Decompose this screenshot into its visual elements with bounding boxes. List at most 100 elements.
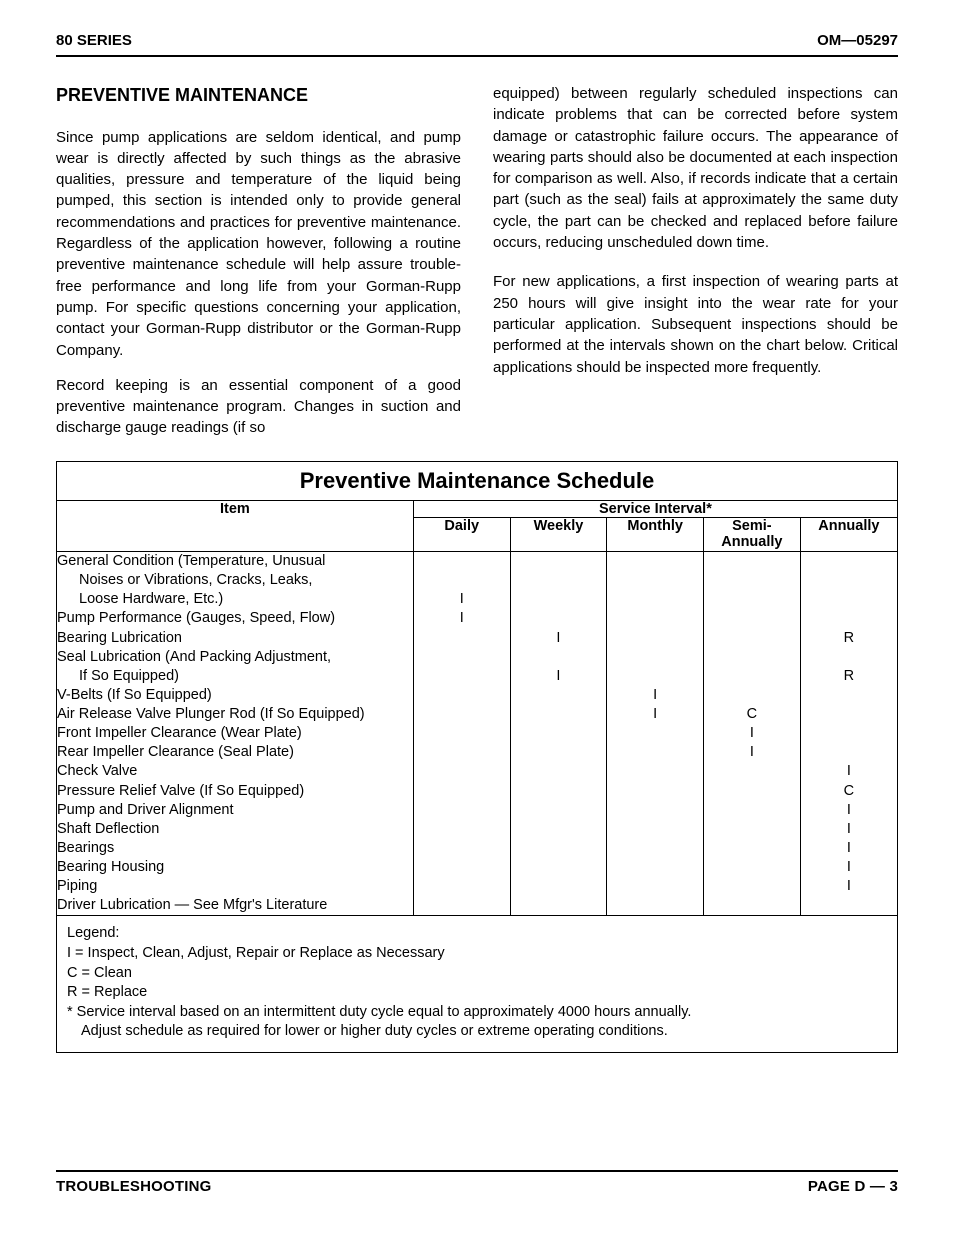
schedule-mark	[704, 896, 800, 915]
schedule-mark	[414, 724, 510, 743]
schedule-mark: I	[801, 762, 897, 781]
schedule-mark	[704, 839, 800, 858]
schedule-mark	[704, 590, 800, 609]
schedule-mark	[607, 590, 703, 609]
schedule-mark	[414, 686, 510, 705]
schedule-mark	[607, 801, 703, 820]
schedule-mark	[704, 782, 800, 801]
schedule-mark	[704, 858, 800, 877]
footer-left: TROUBLESHOOTING	[56, 1178, 212, 1195]
schedule-mark	[704, 667, 800, 686]
schedule-item-line: Pressure Relief Valve (If So Equipped)	[57, 782, 413, 801]
schedule-mark	[511, 609, 607, 628]
schedule-mark	[414, 667, 510, 686]
schedule-mark	[607, 743, 703, 762]
schedule-mark	[511, 801, 607, 820]
schedule-mark: I	[801, 877, 897, 896]
schedule-item-line: Driver Lubrication — See Mfgr's Literatu…	[57, 896, 413, 915]
schedule-mark	[511, 839, 607, 858]
schedule-item-line: Shaft Deflection	[57, 820, 413, 839]
schedule-mark: I	[704, 724, 800, 743]
schedule-mark	[511, 877, 607, 896]
schedule-mark: I	[511, 629, 607, 648]
schedule-mark	[704, 629, 800, 648]
paragraph-2a: Record keeping is an essential component…	[56, 375, 461, 439]
th-interval: Daily	[413, 517, 510, 551]
schedule-mark	[414, 801, 510, 820]
schedule-table: Item Service Interval* DailyWeeklyMonthl…	[57, 501, 897, 917]
schedule-mark	[704, 552, 800, 571]
schedule-mark	[607, 552, 703, 571]
schedule-item-line: Check Valve	[57, 762, 413, 781]
th-item: Item	[57, 501, 413, 552]
schedule-mark	[801, 896, 897, 915]
schedule-mark	[414, 743, 510, 762]
schedule-mark	[801, 686, 897, 705]
schedule-mark	[414, 762, 510, 781]
paragraph-2b: equipped) between regularly scheduled in…	[493, 83, 898, 253]
schedule-mark	[704, 877, 800, 896]
legend-note-2: Adjust schedule as required for lower or…	[67, 1022, 887, 1042]
schedule-mark	[511, 571, 607, 590]
schedule-mark	[607, 648, 703, 667]
col-weekly: I I	[510, 552, 607, 916]
schedule-item-line: Bearing Lubrication	[57, 629, 413, 648]
schedule-mark	[607, 858, 703, 877]
schedule-mark	[511, 782, 607, 801]
schedule-mark	[511, 705, 607, 724]
schedule-mark: I	[607, 705, 703, 724]
schedule-mark	[801, 724, 897, 743]
schedule-mark: C	[704, 705, 800, 724]
schedule-mark: R	[801, 667, 897, 686]
schedule-mark	[511, 896, 607, 915]
schedule-mark	[511, 552, 607, 571]
schedule-mark	[607, 629, 703, 648]
legend-i: I = Inspect, Clean, Adjust, Repair or Re…	[67, 944, 887, 964]
schedule-mark	[801, 590, 897, 609]
schedule-box: Preventive Maintenance Schedule Item Ser…	[56, 461, 898, 1053]
schedule-item-line: Piping	[57, 877, 413, 896]
schedule-mark	[607, 762, 703, 781]
schedule-mark: I	[511, 667, 607, 686]
schedule-item-line: Bearings	[57, 839, 413, 858]
schedule-mark	[801, 648, 897, 667]
schedule-mark	[704, 820, 800, 839]
schedule-mark: I	[607, 686, 703, 705]
schedule-mark	[414, 571, 510, 590]
section-heading: PREVENTIVE MAINTENANCE	[56, 83, 461, 109]
schedule-mark	[511, 724, 607, 743]
th-interval: Monthly	[607, 517, 704, 551]
schedule-mark	[704, 571, 800, 590]
th-service-interval: Service Interval*	[413, 501, 897, 518]
col-annually: R R ICIIIII	[800, 552, 897, 916]
th-interval: Weekly	[510, 517, 607, 551]
schedule-item-line: General Condition (Temperature, Unusual	[57, 552, 413, 571]
schedule-mark	[607, 820, 703, 839]
schedule-mark: C	[801, 782, 897, 801]
header-right: OM—05297	[817, 32, 898, 49]
schedule-mark	[607, 896, 703, 915]
schedule-mark	[414, 820, 510, 839]
paragraph-1: Since pump applications are seldom ident…	[56, 127, 461, 361]
schedule-mark	[511, 858, 607, 877]
schedule-mark: I	[414, 609, 510, 628]
paragraph-3: For new applications, a first inspection…	[493, 271, 898, 377]
schedule-mark: I	[704, 743, 800, 762]
schedule-body-row: General Condition (Temperature, UnusualN…	[57, 552, 897, 916]
col-monthly: II	[607, 552, 704, 916]
schedule-mark	[704, 762, 800, 781]
schedule-mark	[801, 609, 897, 628]
schedule-mark: I	[801, 801, 897, 820]
schedule-item-line: Front Impeller Clearance (Wear Plate)	[57, 724, 413, 743]
schedule-mark	[414, 896, 510, 915]
schedule-mark	[511, 820, 607, 839]
schedule-mark: I	[414, 590, 510, 609]
schedule-item-line: Rear Impeller Clearance (Seal Plate)	[57, 743, 413, 762]
legend: Legend: I = Inspect, Clean, Adjust, Repa…	[57, 916, 897, 1051]
col-daily: II	[413, 552, 510, 916]
schedule-title: Preventive Maintenance Schedule	[57, 462, 897, 501]
schedule-mark	[801, 552, 897, 571]
schedule-item-line: Air Release Valve Plunger Rod (If So Equ…	[57, 705, 413, 724]
schedule-mark	[607, 667, 703, 686]
schedule-mark	[414, 629, 510, 648]
